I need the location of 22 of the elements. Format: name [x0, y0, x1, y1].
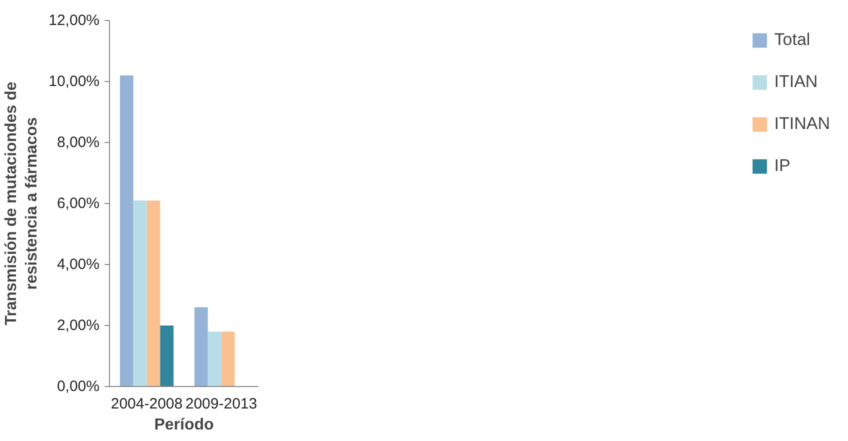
- legend-label: IP: [774, 156, 792, 176]
- bar: [120, 75, 134, 386]
- legend-label: ITIAN: [774, 72, 818, 92]
- legend-label: Total: [774, 30, 810, 50]
- y-tick-label: 4,00%: [56, 256, 100, 273]
- bar: [146, 200, 160, 386]
- bar: [221, 332, 235, 386]
- legend-label: ITINAN: [774, 114, 830, 134]
- y-tick-label: 12,00%: [48, 12, 100, 29]
- bar: [194, 307, 208, 386]
- y-tick-label: 10,00%: [48, 73, 100, 90]
- y-tick-label: 2,00%: [56, 317, 100, 334]
- y-tick-label: 6,00%: [56, 195, 100, 212]
- y-axis-title: Transmisión de mutaciondes de resistencia a fármacos: [3, 82, 41, 326]
- x-tick-label: 2004-2008: [110, 396, 183, 412]
- bar: [160, 326, 174, 386]
- bar: [133, 200, 147, 386]
- y-tick-label: 8,00%: [56, 134, 100, 151]
- x-axis-title: Período: [154, 416, 214, 434]
- y-tick-label: 0,00%: [56, 378, 100, 395]
- bar: [208, 332, 222, 386]
- x-tick-label: 2009-2013: [185, 396, 258, 412]
